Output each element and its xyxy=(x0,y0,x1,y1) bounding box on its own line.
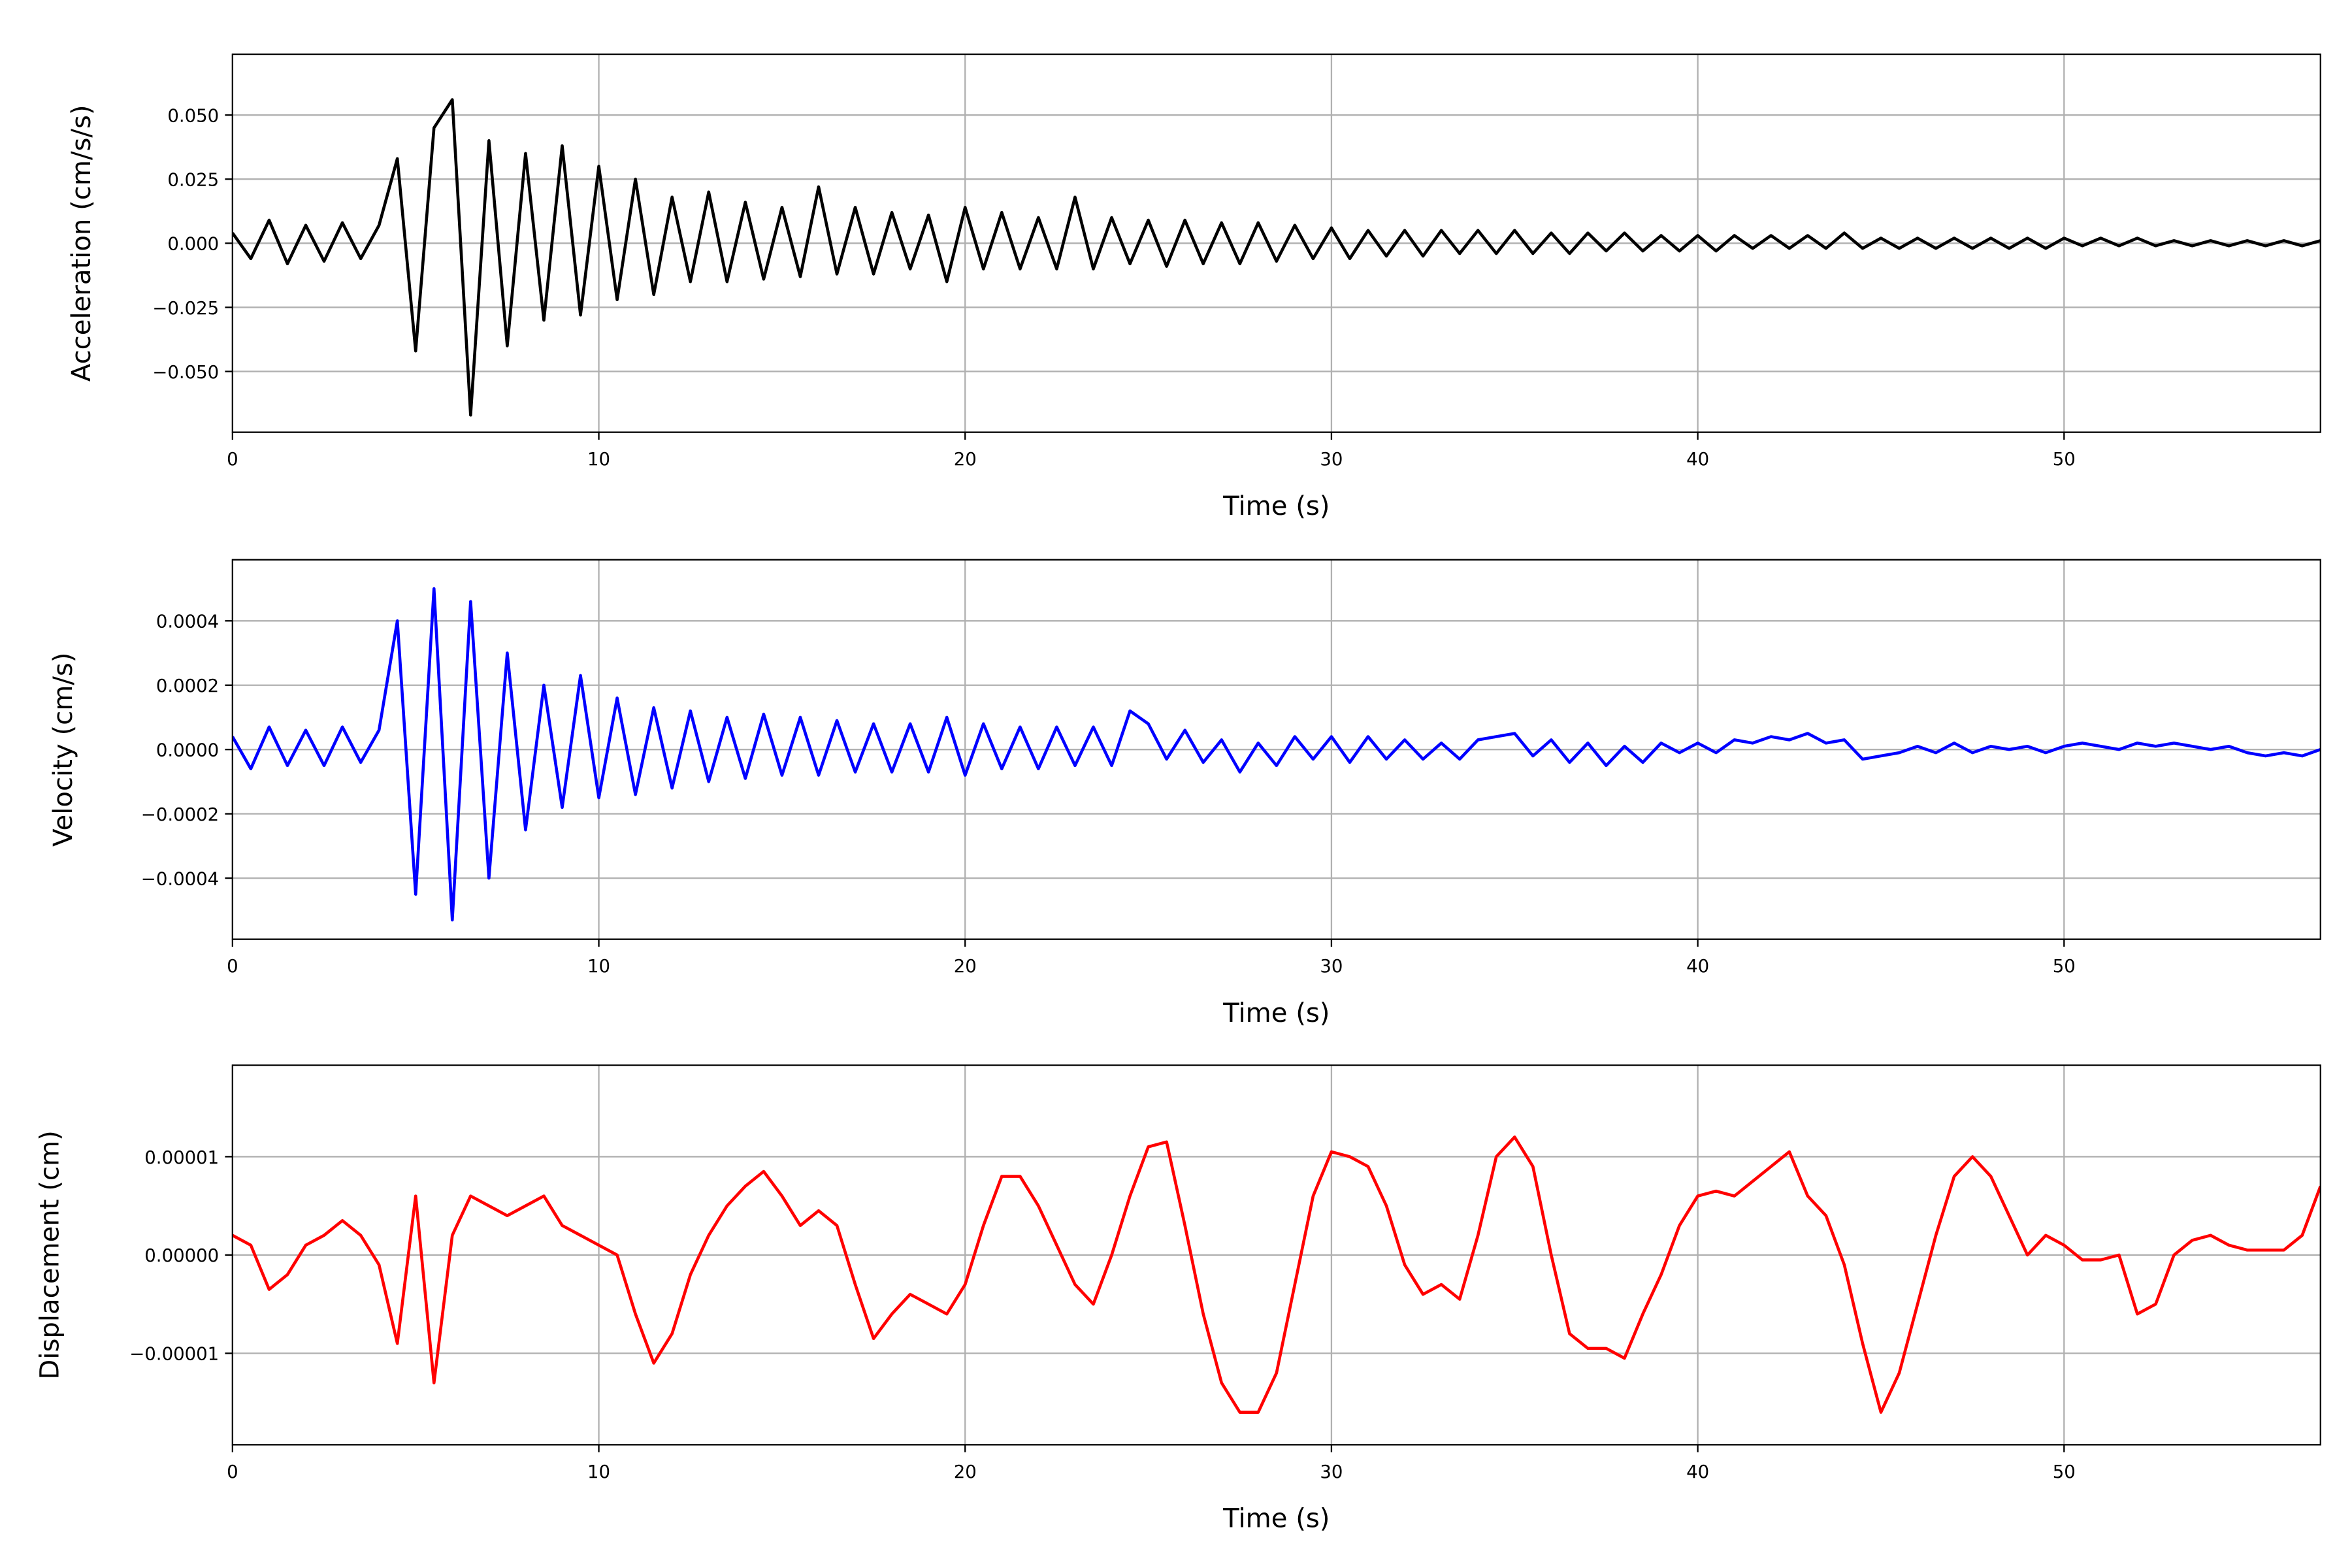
y-tick-label: 0.0004 xyxy=(156,612,219,632)
y-tick-label: 0.0002 xyxy=(156,676,219,696)
y-tick-label: 0.050 xyxy=(167,105,219,126)
y-tick-label: 0.00000 xyxy=(144,1245,219,1266)
x-tick-label: 0 xyxy=(227,1462,238,1482)
x-tick-label: 50 xyxy=(2053,956,2076,977)
y-tick-label: 0.00001 xyxy=(144,1147,219,1168)
y-tick-label: −0.00001 xyxy=(129,1344,219,1365)
x-axis-label: Time (s) xyxy=(1222,491,1330,521)
x-tick-label: 30 xyxy=(1320,956,1343,977)
y-tick-label: 0.000 xyxy=(167,234,219,255)
x-tick-label: 10 xyxy=(587,956,610,977)
x-tick-label: 50 xyxy=(2053,449,2076,470)
plot-frame xyxy=(231,559,2321,940)
data-line xyxy=(232,1135,2321,1414)
y-axis-label: Velocity (cm/s) xyxy=(48,653,78,847)
plot-frame xyxy=(231,1064,2321,1446)
y-tick-label: −0.050 xyxy=(152,362,219,383)
x-tick-label: 30 xyxy=(1320,1462,1343,1482)
data-line xyxy=(232,98,2321,417)
plot-frame xyxy=(231,53,2321,433)
x-tick-label: 30 xyxy=(1320,449,1343,470)
x-axis-label: Time (s) xyxy=(1222,998,1330,1028)
x-axis-label: Time (s) xyxy=(1222,1504,1330,1534)
x-tick-label: 20 xyxy=(954,956,977,977)
x-tick-label: 40 xyxy=(1686,449,1709,470)
x-tick-label: 50 xyxy=(2053,1462,2076,1482)
y-tick-label: −0.0002 xyxy=(141,804,219,825)
x-tick-label: 0 xyxy=(227,449,238,470)
x-tick-label: 10 xyxy=(587,449,610,470)
x-tick-label: 0 xyxy=(227,956,238,977)
y-axis-label: Acceleration (cm/s/s) xyxy=(67,105,97,382)
x-tick-label: 20 xyxy=(954,1462,977,1482)
x-tick-label: 40 xyxy=(1686,956,1709,977)
x-tick-label: 10 xyxy=(587,1462,610,1482)
y-tick-label: −0.025 xyxy=(152,298,219,319)
y-tick-label: 0.025 xyxy=(167,170,219,191)
x-tick-label: 20 xyxy=(954,449,977,470)
y-tick-label: 0.0000 xyxy=(156,740,219,761)
y-tick-label: −0.0004 xyxy=(141,868,219,889)
data-line xyxy=(232,587,2321,922)
y-axis-label: Displacement (cm) xyxy=(35,1130,65,1379)
x-tick-label: 40 xyxy=(1686,1462,1709,1482)
